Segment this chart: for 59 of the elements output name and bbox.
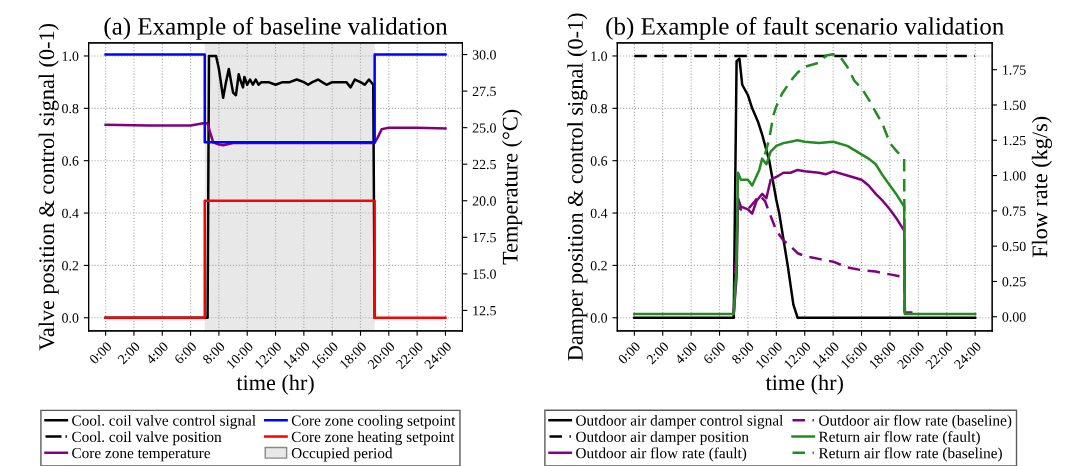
- legend-label: Outdoor air flow rate (baseline): [819, 414, 1012, 429]
- legend-label: Outdoor air damper control signal: [576, 414, 784, 429]
- legend-label: Outdoor air damper position: [576, 431, 749, 446]
- chart-title: (a) Example of baseline validation: [104, 16, 448, 40]
- x-tick-label: 0:00: [88, 341, 113, 365]
- y2-tick-label: 0.00: [1002, 312, 1026, 322]
- x-tick-label: 2:00: [646, 341, 670, 365]
- y-tick-label: 0.2: [590, 260, 607, 271]
- line-series: [633, 57, 977, 320]
- legend-label: Cool. coil valve control signal: [72, 415, 256, 429]
- x-axis-title: time (hr): [765, 374, 843, 395]
- x-tick-label: 6:00: [173, 341, 198, 365]
- x-tick-label: 2:00: [117, 341, 141, 365]
- y-axis-title: Damper position & control signal (0-1): [567, 13, 588, 361]
- y2-tick-label: 0.50: [1002, 241, 1026, 252]
- y-tick-label: 0.0: [590, 313, 608, 323]
- legend-label: Return air flow rate (fault): [818, 431, 980, 446]
- y2-tick-label: 17.5: [473, 232, 496, 243]
- x-tick-label: 6:00: [702, 341, 727, 365]
- y-tick-label: 0.4: [62, 208, 79, 219]
- y-tick-label: 1.0: [591, 51, 608, 61]
- y-tick-label: 0.2: [62, 260, 79, 271]
- legend-label: Occupied period: [291, 447, 393, 462]
- legend-label: Core zone cooling setpoint: [291, 415, 456, 429]
- x-tick-label: 8:00: [202, 341, 226, 365]
- legend-label: Core zone temperature: [72, 448, 211, 462]
- legend-label: Core zone heating setpoint: [291, 431, 455, 446]
- y2-tick-label: 1.75: [1003, 65, 1026, 75]
- x-tick-label: 0:00: [617, 341, 641, 365]
- x-axis-title: time (hr): [236, 374, 314, 395]
- legend-label: Return air flow rate (baseline): [818, 447, 1002, 462]
- y2-tick-label: 1.00: [1003, 171, 1026, 181]
- legend-label: Outdoor air flow rate (fault): [576, 447, 747, 462]
- x-tick-label: 8:00: [731, 341, 755, 365]
- y2-tick-label: 1.50: [1003, 100, 1026, 110]
- y2-tick-label: 0.75: [1002, 206, 1026, 216]
- x-tick-label: 4:00: [145, 341, 169, 365]
- y2-tick-label: 20.0: [472, 196, 496, 206]
- legend-label: Cool. coil valve position: [72, 431, 222, 446]
- y-tick-label: 0.0: [62, 313, 79, 323]
- y-axis-title: Valve position & control signal (0-1): [38, 23, 59, 351]
- y2-tick-label: 15.0: [473, 269, 496, 279]
- y-tick-label: 0.6: [62, 156, 79, 166]
- y2-tick-label: 22.5: [472, 159, 496, 170]
- y-tick-label: 0.8: [62, 103, 79, 114]
- y2-axis-title: Temperature (°C): [502, 109, 523, 265]
- y-tick-label: 0.6: [590, 156, 608, 166]
- y2-tick-label: 1.25: [1003, 135, 1026, 146]
- y2-tick-label: 0.25: [1002, 277, 1026, 287]
- y-tick-label: 1.0: [62, 51, 79, 61]
- y2-tick-label: 30.0: [472, 50, 496, 60]
- y2-tick-label: 25.0: [472, 123, 496, 133]
- x-tick-label: 4:00: [674, 341, 698, 365]
- chart-title: (b) Example of fault scenario validation: [606, 16, 1004, 40]
- y-tick-label: 0.4: [590, 208, 608, 219]
- y2-axis-title: Flow rate (kg/s): [1031, 116, 1052, 258]
- y-tick-label: 0.8: [590, 103, 608, 114]
- y2-tick-label: 27.5: [472, 86, 496, 97]
- y2-tick-label: 12.5: [473, 306, 496, 316]
